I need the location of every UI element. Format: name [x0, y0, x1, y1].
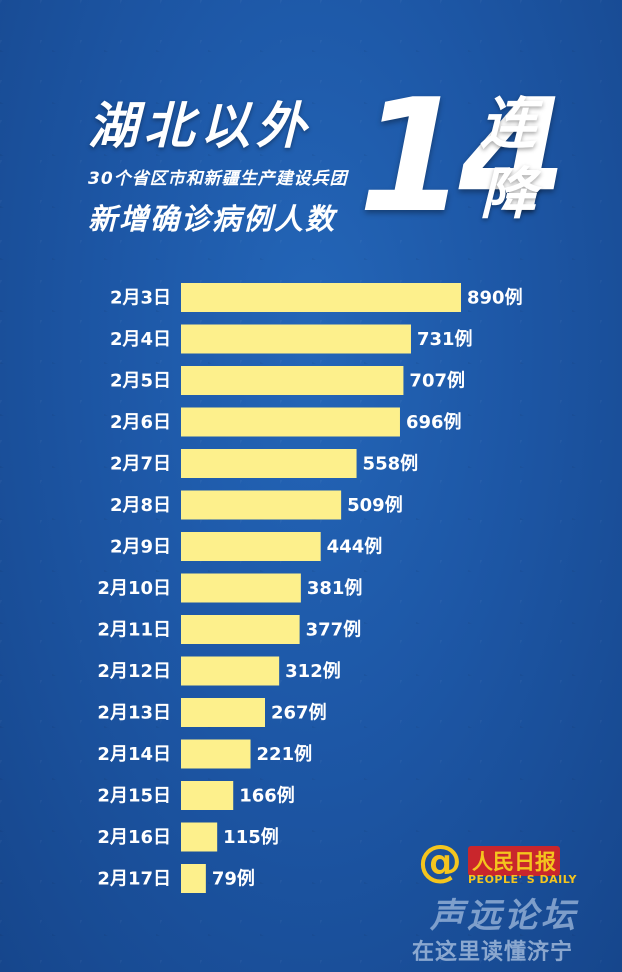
logo-english-text: PEOPLE' S DAILY: [468, 873, 577, 886]
at-icon: @: [418, 836, 462, 887]
category-label: 2月8日: [110, 495, 171, 516]
bar: [181, 573, 301, 603]
value-label: 377例: [306, 619, 362, 641]
category-label: 2月17日: [97, 869, 171, 890]
watermark-title: 声远论坛: [430, 896, 578, 936]
category-label: 2月11日: [97, 620, 171, 641]
bar: [181, 656, 280, 686]
watermark-slogan: 在这里读懂济宁: [412, 940, 574, 965]
category-label: 2月15日: [97, 786, 171, 807]
value-label: 707例: [409, 370, 465, 392]
value-label: 221例: [257, 743, 313, 765]
value-label: 890例: [467, 287, 523, 309]
category-label: 2月16日: [97, 827, 171, 848]
bar: [181, 532, 321, 561]
bar: [181, 283, 461, 312]
bar: [181, 407, 400, 437]
bar: [181, 781, 234, 810]
big-word: 连降: [480, 92, 536, 227]
value-label: 267例: [271, 702, 327, 724]
value-label: 381例: [307, 577, 363, 599]
bar: [181, 366, 404, 395]
value-label: 166例: [239, 785, 295, 807]
bar: [181, 698, 265, 727]
category-label: 2月4日: [110, 329, 171, 350]
big-number: 14: [358, 65, 567, 247]
bar: [181, 822, 218, 852]
value-label: 79例: [212, 868, 255, 890]
category-label: 2月9日: [110, 537, 171, 558]
value-label: 444例: [327, 536, 383, 558]
logo-chinese-text: 人民日报: [468, 846, 560, 876]
value-label: 509例: [347, 494, 403, 516]
peoples-daily-logo: @ 人民日报 PEOPLE' S DAILY: [418, 836, 578, 892]
headline: 湖北以外: [88, 97, 312, 155]
category-label: 2月3日: [110, 288, 171, 309]
bar: [181, 324, 411, 354]
bar: [181, 864, 206, 893]
value-label: 312例: [285, 660, 341, 682]
subheadline: 30个省区市和新疆生产建设兵团: [88, 169, 348, 189]
category-label: 2月13日: [97, 703, 171, 724]
category-label: 2月12日: [97, 661, 171, 682]
bar: [181, 739, 251, 769]
bar: [181, 449, 357, 478]
value-label: 731例: [417, 328, 473, 350]
bar: [181, 615, 300, 644]
value-label: 115例: [223, 826, 279, 848]
category-label: 2月14日: [97, 744, 171, 765]
bar: [181, 490, 342, 520]
category-label: 2月10日: [97, 578, 171, 599]
value-label: 696例: [406, 411, 462, 433]
category-label: 2月6日: [110, 412, 171, 433]
category-label: 2月5日: [110, 371, 171, 392]
category-label: 2月7日: [110, 454, 171, 475]
headline-metric: 新增确诊病例人数: [88, 202, 337, 236]
value-label: 558例: [363, 453, 419, 475]
